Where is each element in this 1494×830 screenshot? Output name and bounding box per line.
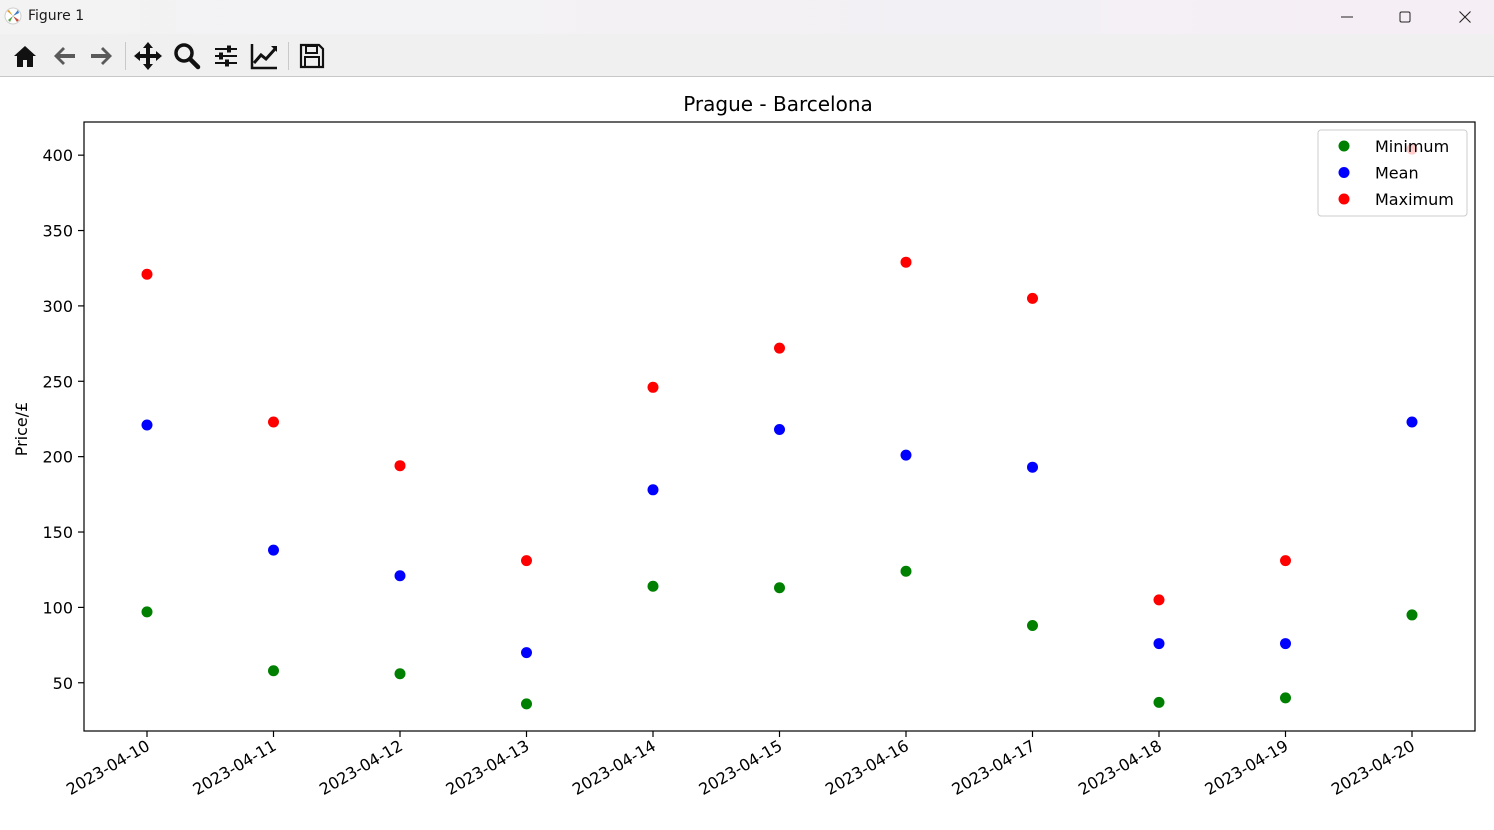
- data-point-mean: [900, 449, 912, 461]
- data-point-maximum: [521, 555, 532, 567]
- data-point-mean: [1153, 638, 1165, 650]
- data-point-maximum: [774, 342, 785, 354]
- toolbar-separator: [125, 42, 126, 70]
- data-point-minimum: [394, 668, 406, 680]
- y-tick-label: 50: [53, 674, 73, 693]
- edit-axis-icon: [250, 44, 277, 70]
- data-point-minimum: [774, 582, 785, 594]
- zoom-button[interactable]: [170, 39, 204, 73]
- plot-area-frame: [83, 121, 1476, 732]
- data-point-mean: [1280, 638, 1291, 650]
- y-tick-label: 100: [42, 598, 73, 617]
- data-point-mean: [141, 419, 153, 431]
- legend-marker: [1338, 140, 1350, 152]
- data-point-mean: [774, 424, 785, 436]
- home-icon: [14, 46, 36, 67]
- back-icon: [54, 47, 75, 65]
- data-point-mean: [1027, 461, 1038, 473]
- data-point-minimum: [1406, 609, 1418, 621]
- x-tick-label: 2023-04-19: [1201, 736, 1291, 799]
- data-point-minimum: [1153, 696, 1165, 708]
- data-point-maximum: [900, 256, 912, 268]
- y-tick-label: 300: [42, 297, 73, 316]
- back-button[interactable]: [47, 39, 81, 73]
- toolbar-separator: [288, 42, 289, 70]
- data-point-maximum: [1153, 594, 1165, 606]
- edit-axis-button[interactable]: [247, 39, 281, 73]
- x-tick-label: 2023-04-12: [316, 736, 406, 799]
- forward-icon: [91, 47, 112, 65]
- data-point-maximum: [268, 416, 279, 428]
- close-icon: [1459, 11, 1471, 23]
- data-point-maximum: [1027, 292, 1038, 304]
- forward-button[interactable]: [85, 39, 119, 73]
- legend: [1317, 129, 1468, 217]
- minimize-icon: [1341, 16, 1353, 18]
- x-tick-label: 2023-04-20: [1328, 736, 1418, 799]
- configure-subplots-icon: [215, 45, 237, 67]
- y-tick-label: 350: [42, 222, 73, 241]
- matplotlib-icon: [4, 7, 22, 25]
- y-tick-label: 200: [42, 448, 73, 467]
- legend-marker: [1338, 193, 1350, 205]
- legend-label: Minimum: [1375, 137, 1449, 156]
- scatter-chart: Prague - Barcelona Price/£ 50 100 150 200 25…: [12, 92, 1476, 799]
- data-point-mean: [521, 647, 532, 659]
- y-tick-label: 250: [42, 372, 73, 391]
- data-point-maximum: [1280, 555, 1291, 567]
- data-point-maximum: [394, 460, 406, 472]
- x-tick-label: 2023-04-10: [63, 736, 153, 799]
- chart-title: Prague - Barcelona: [683, 92, 873, 116]
- legend-label: Mean: [1375, 164, 1419, 183]
- pan-icon: [134, 42, 162, 70]
- configure-subplots-button[interactable]: [209, 39, 243, 73]
- data-point-minimum: [268, 665, 279, 677]
- close-button[interactable]: [1436, 0, 1494, 34]
- zoom-icon: [174, 43, 201, 70]
- save-icon: [299, 43, 325, 69]
- data-point-minimum: [1027, 619, 1038, 631]
- data-point-minimum: [647, 580, 659, 592]
- pan-button[interactable]: [131, 39, 165, 73]
- data-point-minimum: [521, 698, 532, 710]
- data-point-maximum: [141, 268, 153, 280]
- y-tick-label: 400: [42, 146, 73, 165]
- data-point-mean: [268, 544, 279, 556]
- maximize-icon: [1399, 11, 1411, 23]
- minimize-button[interactable]: [1318, 0, 1376, 34]
- window-title: Figure 1: [28, 8, 85, 24]
- data-point-minimum: [1280, 692, 1291, 704]
- window-titlebar: Figure 1: [0, 0, 1494, 34]
- x-tick-label: 2023-04-14: [569, 736, 659, 799]
- data-point-mean: [394, 570, 406, 582]
- home-button[interactable]: [8, 39, 42, 73]
- maximize-button[interactable]: [1376, 0, 1434, 34]
- x-tick-label: 2023-04-17: [948, 736, 1038, 799]
- data-point-mean: [1406, 416, 1418, 428]
- data-point-minimum: [900, 565, 912, 577]
- x-tick-label: 2023-04-16: [822, 736, 912, 799]
- save-button[interactable]: [295, 39, 329, 73]
- x-tick-label: 2023-04-15: [695, 736, 785, 799]
- x-tick-label: 2023-04-18: [1075, 736, 1165, 799]
- y-tick-label: 150: [42, 523, 73, 542]
- legend-label: Maximum: [1375, 190, 1454, 209]
- x-tick-label: 2023-04-11: [189, 736, 279, 799]
- data-point-maximum: [647, 381, 659, 393]
- data-point-minimum: [141, 606, 153, 618]
- x-tick-label: 2023-04-13: [442, 736, 532, 799]
- figure-canvas: Prague - Barcelona Price/£ 50 100 150 200 25…: [0, 77, 1494, 826]
- navigation-toolbar: [0, 34, 1494, 77]
- legend-marker: [1338, 167, 1350, 178]
- data-point-mean: [647, 484, 659, 496]
- y-axis-label: Price/£: [12, 402, 31, 457]
